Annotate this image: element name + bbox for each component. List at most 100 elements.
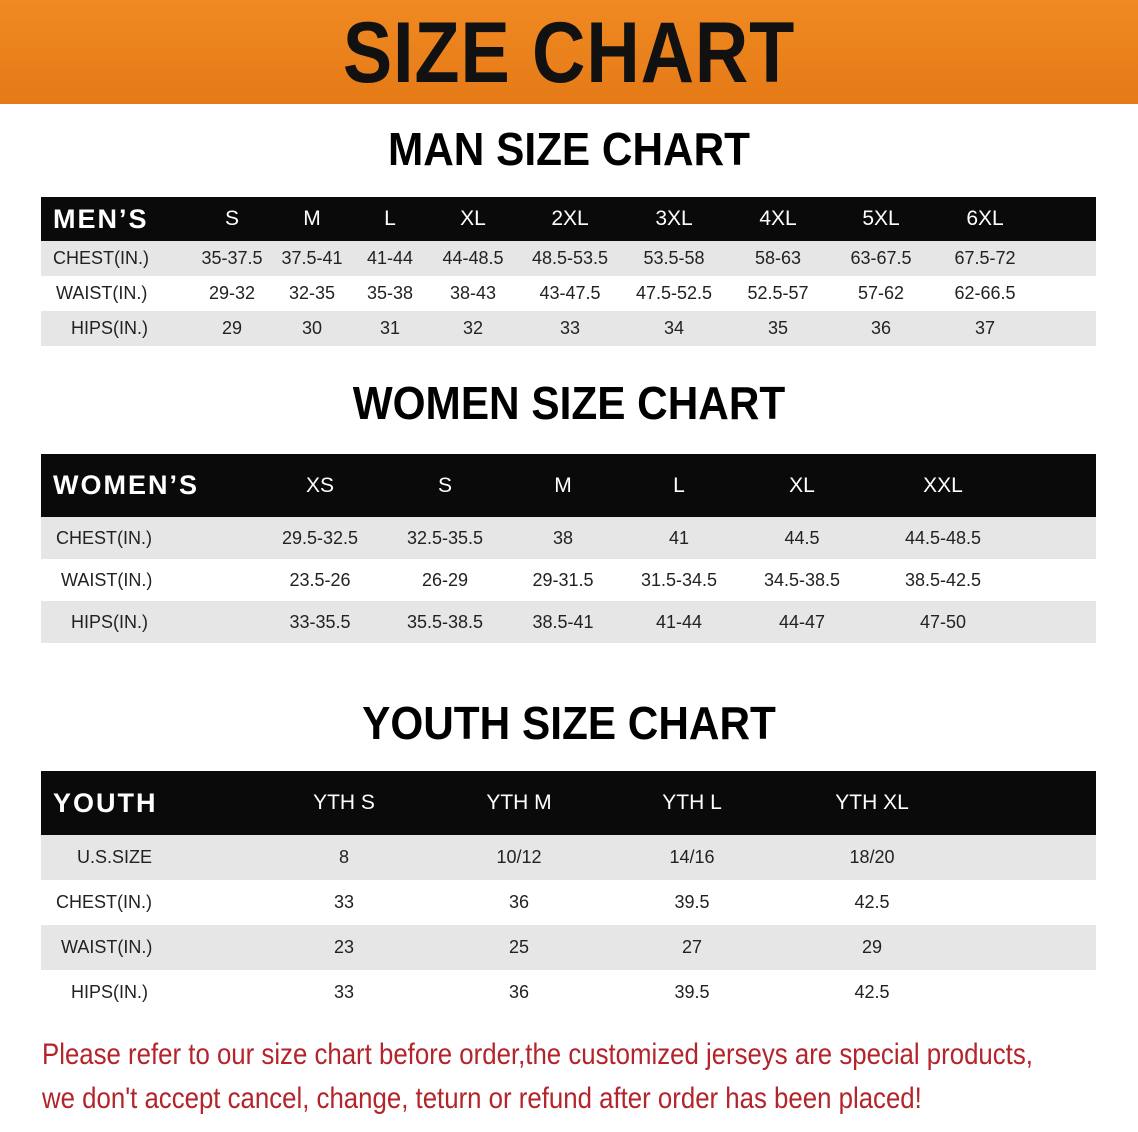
measurement-cell: 38.5-42.5 [904, 569, 982, 590]
measurement-cell: 44.5 [784, 527, 820, 548]
measurement-cell: 32-35 [288, 283, 336, 303]
table-row: HIPS(IN.) 29 30 31 32 33 34 35 36 37 [41, 311, 1096, 346]
measurement-cell: 30 [301, 318, 323, 338]
table-label: YOUTH [53, 787, 158, 818]
measurement-cell: 35-38 [366, 283, 414, 303]
table-row: CHEST(IN.) 35-37.5 37.5-41 41-44 44-48.5 48.5… [41, 241, 1096, 276]
measurement-label: CHEST(IN.) [53, 248, 149, 268]
measurement-cell: 25 [508, 937, 530, 957]
men-heading: MAN SIZE CHART [387, 123, 751, 175]
measurement-label: WAIST(IN.) [56, 283, 148, 303]
measurement-cell: 32 [462, 318, 484, 338]
measurement-cell: 41-44 [655, 611, 703, 632]
size-header: XL [460, 207, 486, 230]
table-row: WAIST(IN.) 23.5-26 26-29 29-31.5 31.5-34.5 34… [41, 559, 1096, 601]
size-header: YTH M [486, 791, 552, 814]
measurement-label: HIPS(IN.) [71, 318, 149, 338]
table-row: CHEST(IN.) 33 36 39.5 42.5 [41, 880, 1096, 925]
measurement-cell: 23.5-26 [289, 569, 351, 590]
measurement-cell: 47.5-52.5 [635, 283, 713, 303]
measurement-cell: 33-35.5 [289, 611, 351, 632]
measurement-cell: 29-31.5 [532, 569, 594, 590]
men-header-row: MEN’S S M L XL 2XL 3XL 4XL 5XL 6XL [41, 197, 1096, 241]
table-row: HIPS(IN.) 33 36 39.5 42.5 [41, 970, 1096, 1015]
youth-header-row: YOUTH YTH S YTH M YTH L YTH XL [41, 771, 1096, 835]
table-row: HIPS(IN.) 33-35.5 35.5-38.5 38.5-41 41-44 44-… [41, 601, 1096, 643]
size-header: XS [305, 473, 335, 497]
measurement-cell: 42.5 [854, 982, 890, 1002]
measurement-cell: 53.5-58 [643, 248, 705, 268]
measurement-cell: 37.5-41 [281, 248, 343, 268]
measurement-cell: 34.5-38.5 [763, 569, 841, 590]
measurement-cell: 10/12 [496, 847, 542, 867]
men-size-table: MEN’S S M L XL 2XL 3XL 4XL 5XL 6XL CHEST(IN.) 35-37… [41, 197, 1096, 346]
measurement-cell: 36 [508, 892, 530, 912]
page-title: SIZE CHART [342, 5, 796, 101]
measurement-cell: 29 [221, 318, 243, 338]
measurement-cell: 35.5-38.5 [406, 611, 484, 632]
measurement-cell: 52.5-57 [747, 283, 809, 303]
youth-heading: YOUTH SIZE CHART [362, 697, 776, 749]
measurement-cell: 63-67.5 [850, 248, 912, 268]
measurement-cell: 8 [338, 847, 350, 867]
size-header: 5XL [862, 207, 900, 230]
measurement-cell: 33 [333, 982, 355, 1002]
measurement-label: CHEST(IN.) [56, 527, 152, 548]
measurement-label: HIPS(IN.) [71, 611, 149, 632]
measurement-cell: 36 [870, 318, 892, 338]
measurement-cell: 57-62 [857, 283, 905, 303]
measurement-cell: 39.5 [674, 892, 710, 912]
measurement-cell: 38-43 [449, 283, 497, 303]
table-label: MEN’S [53, 203, 149, 234]
measurement-cell: 29-32 [208, 283, 256, 303]
notice-line-1: Please refer to our size chart before or… [42, 1038, 1033, 1071]
table-row: WAIST(IN.) 29-32 32-35 35-38 38-43 43-47.5 47.… [41, 276, 1096, 311]
measurement-cell: 38.5-41 [532, 611, 594, 632]
measurement-cell: 29 [861, 937, 883, 957]
table-row: WAIST(IN.) 23 25 27 29 [41, 925, 1096, 970]
measurement-cell: 42.5 [854, 892, 890, 912]
title-banner: SIZE CHART [0, 0, 1138, 104]
measurement-cell: 58-63 [754, 248, 802, 268]
size-header: L [384, 207, 396, 230]
measurement-cell: 44-47 [778, 611, 826, 632]
size-header: XL [789, 473, 815, 497]
women-header-row: WOMEN’S XS S M L XL XXL [41, 454, 1096, 517]
measurement-cell: 18/20 [849, 847, 895, 867]
size-header: L [673, 473, 685, 497]
measurement-cell: 27 [681, 937, 703, 957]
measurement-cell: 29.5-32.5 [281, 527, 359, 548]
measurement-cell: 67.5-72 [954, 248, 1016, 268]
size-header: 3XL [655, 207, 693, 230]
size-header: S [224, 207, 240, 230]
measurement-cell: 35 [767, 318, 789, 338]
size-header: 6XL [966, 207, 1004, 230]
measurement-cell: 32.5-35.5 [406, 527, 484, 548]
measurement-cell: 23 [333, 937, 355, 957]
youth-size-table: YOUTH YTH S YTH M YTH L YTH XL U.S.SIZE 8 10/12… [41, 771, 1096, 1015]
measurement-label: WAIST(IN.) [61, 569, 153, 590]
measurement-cell: 33 [333, 892, 355, 912]
measurement-label: U.S.SIZE [77, 847, 153, 867]
size-header: 4XL [759, 207, 797, 230]
size-header: M [303, 207, 321, 230]
measurement-cell: 43-47.5 [539, 283, 601, 303]
measurement-cell: 47-50 [919, 611, 967, 632]
measurement-cell: 62-66.5 [954, 283, 1016, 303]
measurement-cell: 31 [379, 318, 401, 338]
measurement-cell: 14/16 [669, 847, 715, 867]
measurement-cell: 34 [663, 318, 685, 338]
women-size-table: WOMEN’S XS S M L XL XXL CHEST(IN.) 29.5-32.5 32.5… [41, 454, 1096, 643]
size-header: 2XL [551, 207, 589, 230]
measurement-cell: 31.5-34.5 [640, 569, 718, 590]
measurement-cell: 41 [668, 527, 690, 548]
size-header: YTH XL [835, 791, 909, 814]
notice-line-2: we don't accept cancel, change, teturn o… [42, 1082, 922, 1115]
measurement-cell: 26-29 [421, 569, 469, 590]
table-label: WOMEN’S [53, 470, 199, 500]
measurement-label: WAIST(IN.) [61, 937, 153, 957]
table-row: U.S.SIZE 8 10/12 14/16 18/20 [41, 835, 1096, 880]
measurement-cell: 38 [552, 527, 574, 548]
measurement-cell: 44.5-48.5 [904, 527, 982, 548]
measurement-cell: 39.5 [674, 982, 710, 1002]
